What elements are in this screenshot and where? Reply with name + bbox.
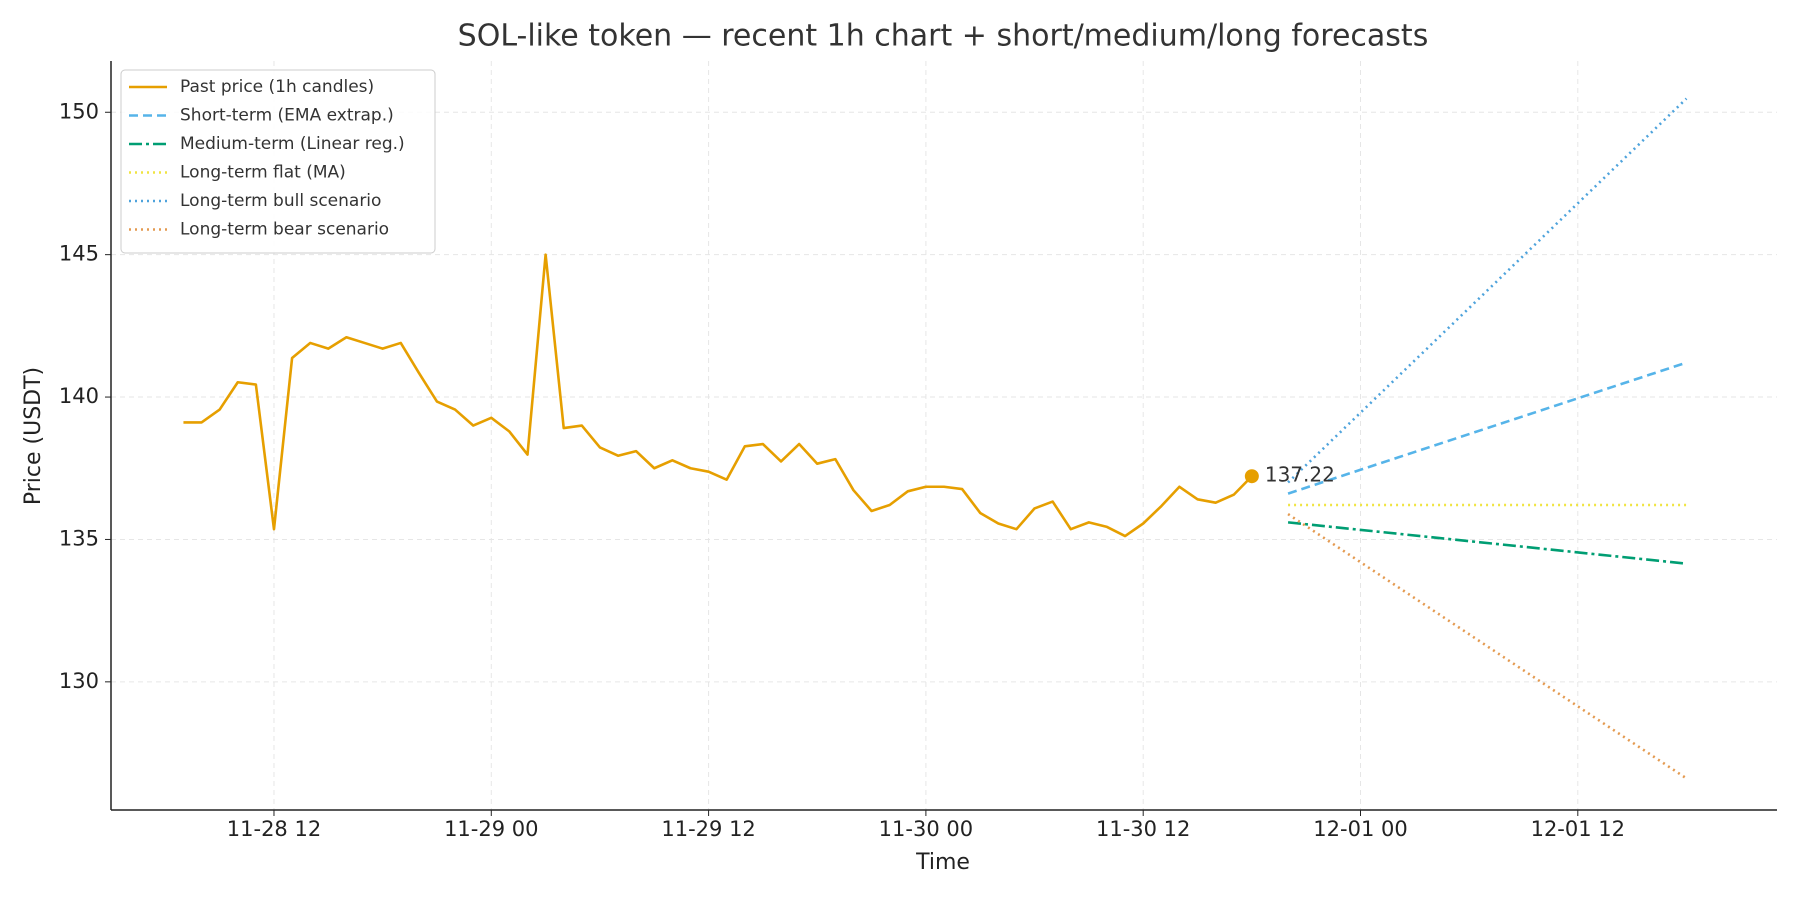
x-tick-label: 11-30 00: [879, 817, 973, 841]
legend-label: Short-term (EMA extrap.): [180, 106, 394, 126]
last-value-label: 137.22: [1265, 463, 1335, 487]
legend-label: Medium-term (Linear reg.): [180, 134, 405, 154]
y-axis-label: Price (USDT): [21, 367, 46, 505]
x-tick-label: 11-30 12: [1096, 817, 1190, 841]
series-line: [1287, 361, 1687, 495]
y-tick-label: 135: [59, 526, 99, 550]
legend-label: Long-term bull scenario: [180, 191, 381, 211]
last-point: [1244, 469, 1259, 484]
x-tick-label: 11-29 12: [661, 817, 755, 841]
x-tick-label: 12-01 12: [1531, 817, 1625, 841]
series-line: [1287, 521, 1687, 565]
series-line: [1287, 513, 1688, 780]
y-tick-label: 145: [59, 242, 99, 266]
x-tick-label: 12-01 00: [1313, 817, 1407, 841]
series-line: [1287, 97, 1688, 484]
x-tick-label: 11-28 12: [227, 817, 321, 841]
y-tick-label: 150: [59, 99, 99, 123]
legend-label: Past price (1h candles): [180, 77, 374, 97]
x-tick-label: 11-29 00: [444, 817, 538, 841]
y-tick-label: 130: [59, 669, 99, 693]
legend-label: Long-term flat (MA): [180, 163, 346, 183]
series-line: [183, 253, 1253, 538]
legend-label: Long-term bear scenario: [180, 220, 389, 240]
legend-box: [120, 69, 436, 254]
x-axis-label: Time: [915, 850, 970, 875]
y-tick-label: 140: [59, 384, 99, 408]
chart-title: SOL-like token — recent 1h chart + short…: [458, 19, 1429, 54]
